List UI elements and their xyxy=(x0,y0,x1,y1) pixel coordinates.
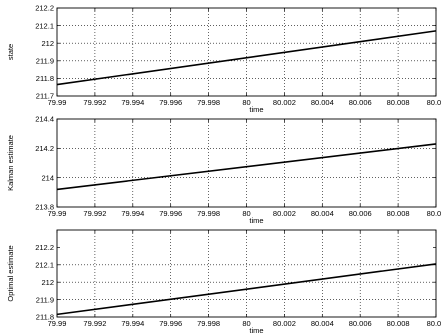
y-tick-label: 211.8 xyxy=(36,313,54,322)
x-tick-label: 79.994 xyxy=(121,319,144,328)
subplot-3: 79.99 79.992 79.994 79.996 79.998 80 80.002 80.… xyxy=(6,229,441,335)
y-tick-label: 211.9 xyxy=(36,295,54,304)
y-axis-label: Kalman estimate xyxy=(6,135,15,191)
y-tick-label: 212.1 xyxy=(35,21,54,30)
x-axis-label: time xyxy=(249,326,263,335)
x-tick-label: 79.996 xyxy=(159,98,182,107)
x-tick-label: 79.99 xyxy=(48,319,67,328)
x-tick-label: 79.99 xyxy=(48,209,67,218)
x-tick-label: 79.996 xyxy=(159,319,182,328)
plot-area xyxy=(57,119,436,207)
x-tick-label: 79.996 xyxy=(159,209,182,218)
x-axis-label: time xyxy=(249,105,263,114)
y-tick-label: 211.9 xyxy=(36,57,54,66)
y-tick-label: 213.8 xyxy=(35,203,54,212)
subplot-1: 79.99 79.992 79.994 79.996 79.998 80 80.002 80.… xyxy=(6,4,441,114)
y-axis-label: state xyxy=(6,44,15,60)
plot-area xyxy=(57,230,436,317)
x-tick-label: 80 xyxy=(242,319,250,328)
x-tick-label: 80.002 xyxy=(273,98,296,107)
x-tick-label: 80.002 xyxy=(273,319,296,328)
plot-area xyxy=(57,8,436,96)
x-tick-label: 80.008 xyxy=(387,209,410,218)
y-tick-label: 212 xyxy=(41,278,54,287)
x-tick-label: 79.998 xyxy=(197,209,220,218)
y-tick-label: 211.8 xyxy=(36,74,54,83)
y-tick-label: 212.2 xyxy=(35,4,54,13)
x-tick-label: 79.992 xyxy=(83,209,106,218)
x-tick-label: 80.006 xyxy=(349,319,372,328)
x-tick-label: 79.998 xyxy=(197,98,220,107)
x-tick-label: 80.008 xyxy=(387,319,410,328)
x-tick-label: 79.998 xyxy=(197,319,220,328)
y-tick-label: 214.2 xyxy=(35,144,54,153)
x-tick-label: 80.008 xyxy=(387,98,410,107)
x-tick-label: 80.004 xyxy=(311,209,334,218)
x-tick-label: 80.01 xyxy=(427,209,441,218)
y-tick-label: 212.1 xyxy=(35,261,54,270)
y-tick-label: 214.4 xyxy=(35,115,54,124)
x-tick-label: 80.006 xyxy=(349,98,372,107)
x-tick-label: 79.994 xyxy=(121,209,144,218)
y-tick-label: 214 xyxy=(41,173,54,182)
y-tick-label: 212 xyxy=(41,39,54,48)
x-tick-label: 79.99 xyxy=(48,98,67,107)
x-tick-label: 80.002 xyxy=(273,209,296,218)
x-tick-label: 79.994 xyxy=(121,98,144,107)
subplot-2: 79.99 79.992 79.994 79.996 79.998 80 80.002 80.… xyxy=(6,115,441,225)
y-tick-label: 211.7 xyxy=(36,92,54,101)
x-tick-label: 80.004 xyxy=(311,319,334,328)
x-tick-label: 80 xyxy=(242,98,250,107)
y-axis-label: Optimal estimate xyxy=(6,245,15,301)
x-tick-label: 80.01 xyxy=(427,98,441,107)
x-tick-label: 80.006 xyxy=(349,209,372,218)
y-tick-label: 212.2 xyxy=(35,243,54,252)
series-line xyxy=(56,263,437,316)
x-axis-label: time xyxy=(249,216,263,225)
x-tick-label: 79.992 xyxy=(83,319,106,328)
series-line xyxy=(56,30,437,86)
x-tick-label: 80.004 xyxy=(311,98,334,107)
x-tick-label: 79.992 xyxy=(83,98,106,107)
series-line xyxy=(56,143,437,191)
x-tick-label: 80.01 xyxy=(427,319,441,328)
x-tick-label: 80 xyxy=(242,209,250,218)
